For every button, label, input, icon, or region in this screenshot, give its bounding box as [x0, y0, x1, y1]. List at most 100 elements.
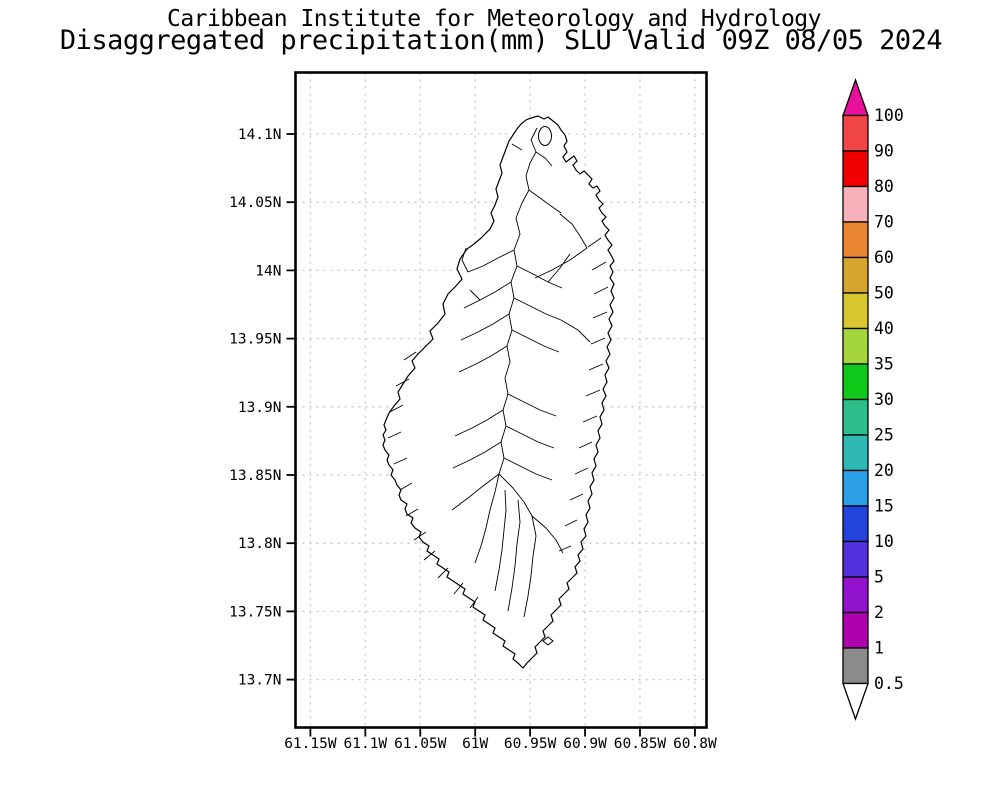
colorbar-level-label: 50 — [874, 284, 894, 303]
precipitation-colorbar: 100 90 80 70 60 50 40 35 30 25 20 15 10 5 2 1 0.5 — [842, 78, 904, 721]
watershed-boundary — [564, 519, 578, 527]
watershed-boundary — [523, 515, 537, 618]
lat-tick-label: 13.85N — [229, 468, 281, 484]
colorbar-level-label: 90 — [874, 142, 894, 161]
watershed-boundary — [389, 404, 404, 413]
watershed-boundary — [395, 378, 410, 387]
watershed-boundary — [437, 567, 449, 579]
watershed-boundary — [531, 515, 564, 554]
colorbar-segment — [842, 647, 869, 685]
watershed-boundary — [528, 189, 562, 214]
colorbar-level-label: 80 — [874, 177, 894, 196]
watershed-boundary — [494, 489, 507, 592]
colorbar-level-label: 30 — [874, 390, 894, 409]
watershed-boundary — [460, 313, 510, 341]
watershed-boundary — [506, 202, 523, 347]
watershed-boundary — [503, 457, 553, 481]
watershed-boundary — [507, 499, 521, 612]
lat-tick-label: 13.95N — [229, 332, 281, 348]
colorbar-segment — [842, 434, 869, 472]
lat-tick-label: 13.9N — [238, 400, 282, 416]
colorbar-segment — [842, 505, 869, 543]
lat-tick-label: 13.8N — [238, 536, 282, 552]
colorbar-segment — [842, 398, 869, 436]
colorbar-level-label: 2 — [874, 603, 884, 622]
watershed-boundary — [403, 351, 417, 361]
watershed-boundary — [574, 467, 589, 475]
lon-tick-label: 60.85W — [614, 736, 667, 752]
colorbar-segment — [842, 185, 869, 223]
colorbar-segment — [842, 611, 869, 649]
colorbar-segment — [842, 292, 869, 330]
watershed-boundary — [511, 143, 523, 151]
colorbar-segment — [842, 256, 869, 294]
watershed-boundary — [505, 425, 555, 449]
colorbar-segment — [842, 363, 869, 401]
colorbar-level-label: 70 — [874, 213, 894, 232]
watershed-boundary — [452, 441, 502, 469]
watershed-boundary — [453, 582, 464, 595]
watershed-boundary — [534, 247, 588, 279]
watershed-boundary — [458, 345, 508, 373]
watershed-boundary — [474, 473, 500, 564]
colorbar-level-label: 10 — [874, 532, 894, 551]
colorbar-level-label: 1 — [874, 639, 884, 658]
colorbar-level-label: 20 — [874, 461, 894, 480]
watershed-boundary — [558, 545, 572, 552]
watershed-boundary — [387, 431, 402, 439]
watershed-boundary — [591, 261, 607, 271]
figure-title-product: Disaggregated precipitation(mm) SLU Vali… — [60, 25, 942, 56]
watershed-boundary — [463, 281, 512, 309]
lon-tick-label: 60.9W — [563, 736, 607, 752]
colorbar-level-label: 35 — [874, 355, 894, 374]
colorbar-segment — [842, 327, 869, 365]
colorbar-level-label: 40 — [874, 319, 894, 338]
watershed-boundary — [588, 363, 604, 371]
watershed-boundary — [469, 596, 479, 609]
lat-tick-label: 14N — [255, 263, 281, 279]
colorbar-level-label: 60 — [874, 248, 894, 267]
watershed-boundary — [454, 409, 504, 437]
watershed-boundary — [535, 151, 553, 167]
watershed-boundary — [423, 550, 436, 561]
watershed-boundary — [569, 493, 584, 501]
lon-tick-label: 61W — [462, 736, 488, 752]
watershed-boundary — [582, 415, 598, 423]
watershed-boundary — [585, 389, 601, 397]
lon-tick-label: 61.15W — [284, 736, 337, 752]
colorbar-over-arrow — [842, 78, 869, 117]
coastline — [382, 115, 615, 669]
colorbar-segment — [842, 469, 869, 507]
saint-lucia-watershed-map — [382, 115, 615, 669]
watershed-boundary — [393, 457, 408, 465]
watershed-boundary — [593, 286, 609, 295]
colorbar-level-label: 15 — [874, 497, 894, 516]
watershed-boundary — [461, 247, 469, 273]
colorbar-segment — [842, 221, 869, 259]
colorbar-level-label: 25 — [874, 426, 894, 445]
watershed-boundary — [578, 441, 593, 449]
colorbar-segment — [842, 540, 869, 578]
colorbar-level-label: 0.5 — [874, 674, 904, 693]
latitude-axis-labels: 14.1N 14.05N 14N 13.95N 13.9N 13.85N 13.8N 13.7… — [229, 127, 281, 689]
watershed-boundary — [559, 213, 588, 249]
colorbar-under-arrow — [842, 682, 869, 721]
axis-ticks — [286, 133, 696, 737]
lat-tick-label: 13.75N — [229, 604, 281, 620]
watershed-boundary — [511, 329, 560, 353]
coastal-lagoon — [538, 126, 552, 146]
lat-tick-label: 14.05N — [229, 195, 281, 211]
watershed-boundary — [513, 297, 562, 321]
lat-tick-label: 14.1N — [238, 127, 282, 143]
lon-tick-label: 61.1W — [344, 736, 388, 752]
watershed-boundary — [592, 311, 608, 319]
colorbar-level-label: 5 — [874, 568, 884, 587]
lon-tick-label: 60.95W — [504, 736, 557, 752]
watershed-boundary — [413, 531, 427, 541]
colorbar-segment — [842, 150, 869, 188]
watershed-boundary — [507, 393, 557, 417]
islet — [542, 636, 554, 646]
plot-frame — [294, 71, 708, 729]
watershed-boundary — [547, 253, 571, 283]
